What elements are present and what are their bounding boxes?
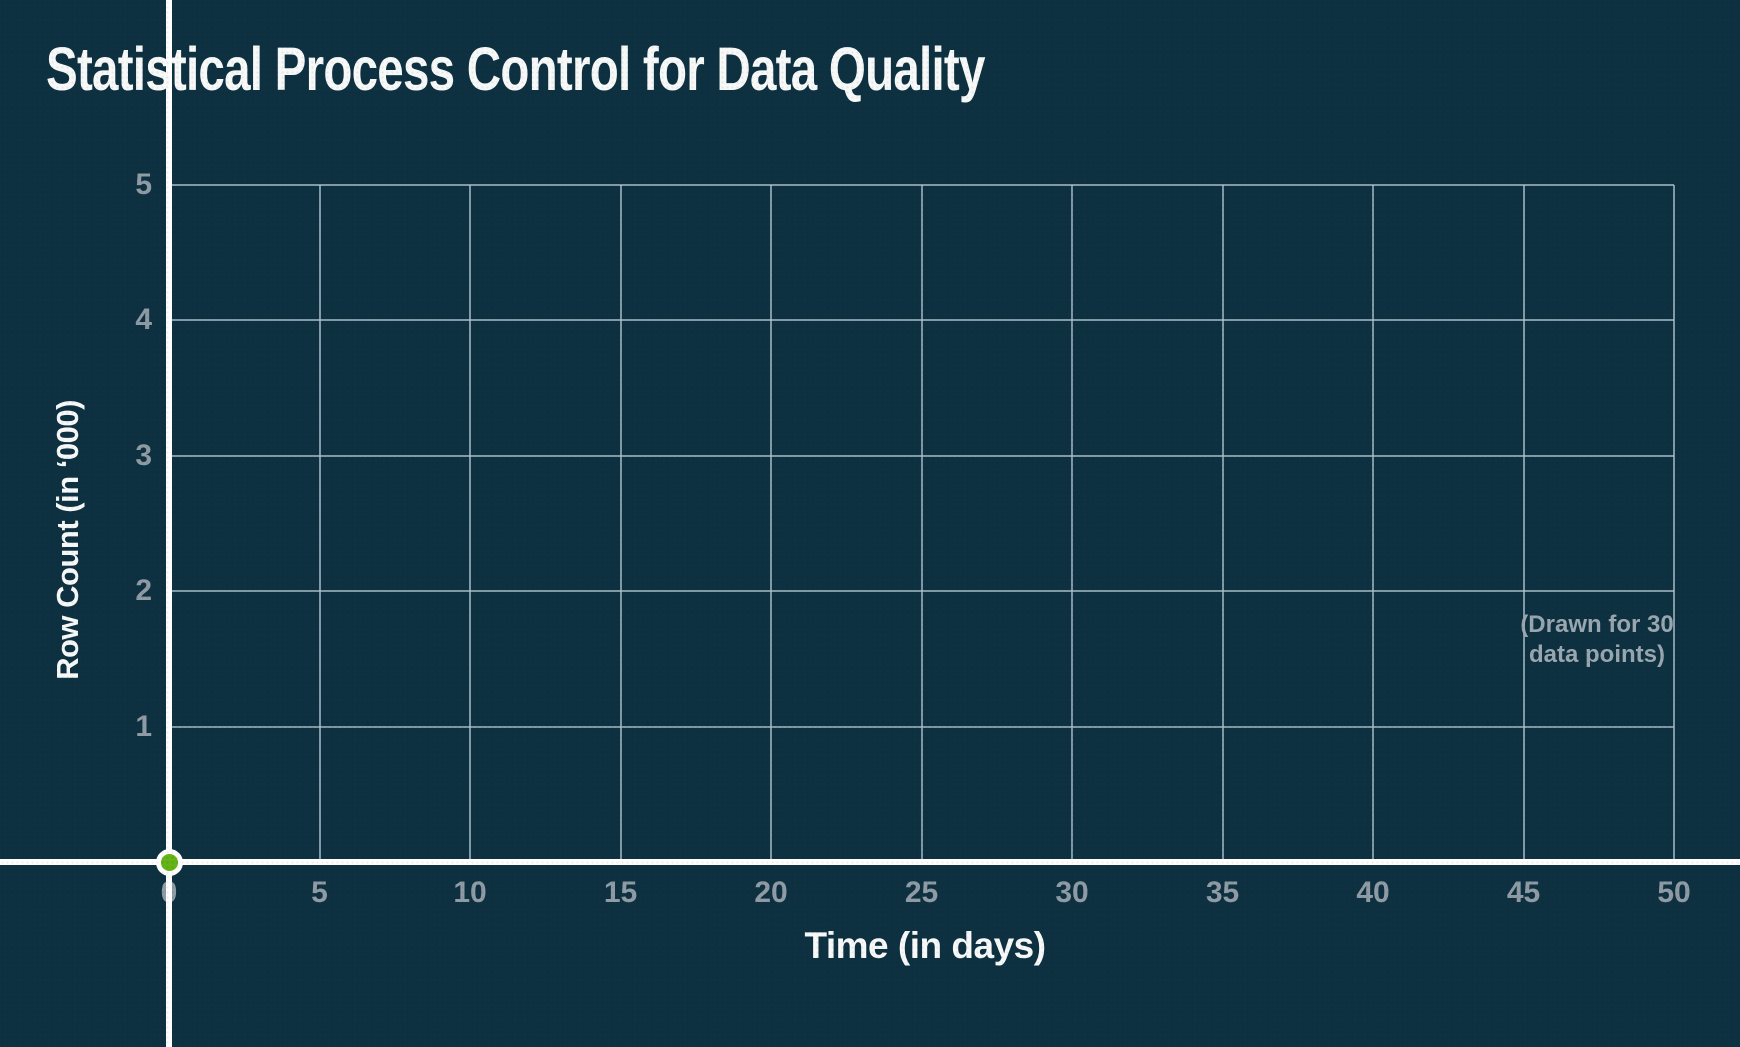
y-axis-title: Row Count (in ‘000)	[50, 400, 85, 680]
x-gridline	[619, 185, 622, 862]
x-gridline	[1522, 185, 1525, 862]
x-tick-label: 45	[1506, 876, 1541, 909]
annotation-note: (Drawn for 30 data points)	[1512, 610, 1682, 670]
x-tick-label: 5	[311, 876, 328, 909]
x-gridline	[1221, 185, 1224, 862]
x-tick-label: 50	[1657, 876, 1691, 909]
x-tick-label: 35	[1205, 876, 1240, 909]
y-tick-label: 5	[135, 168, 152, 201]
y-gridline	[169, 725, 1674, 728]
y-tick-label: 3	[135, 438, 152, 472]
x-gridline	[770, 185, 772, 862]
x-gridline	[469, 185, 471, 862]
chart-title: Statistical Process Control for Data Qua…	[46, 35, 985, 103]
annotation-line-2: data points)	[1529, 641, 1665, 668]
y-tick-label: 2	[135, 574, 152, 608]
x-gridline	[1372, 185, 1374, 862]
y-tick-label: 1	[135, 709, 152, 743]
x-tick-label: 40	[1356, 876, 1390, 909]
x-axis-line	[0, 859, 1740, 865]
y-gridline	[169, 184, 1674, 186]
y-gridline	[169, 590, 1674, 593]
x-axis-title: Time (in days)	[804, 925, 1046, 966]
x-tick-label: 10	[453, 876, 487, 909]
x-gridline	[1071, 185, 1073, 862]
annotation-line-1: (Drawn for 30	[1520, 611, 1674, 638]
x-gridline	[1673, 185, 1675, 862]
data-point	[155, 848, 183, 876]
x-gridline	[318, 185, 321, 862]
y-gridline	[169, 454, 1674, 457]
y-axis-line	[166, 0, 172, 1047]
x-tick-label: 20	[754, 876, 788, 909]
y-gridline	[169, 319, 1674, 322]
x-tick-label: 25	[904, 876, 939, 909]
x-tick-label: 15	[603, 876, 638, 909]
x-gridline	[920, 185, 923, 862]
x-tick-label: 30	[1055, 876, 1089, 909]
y-tick-label: 4	[135, 303, 152, 337]
